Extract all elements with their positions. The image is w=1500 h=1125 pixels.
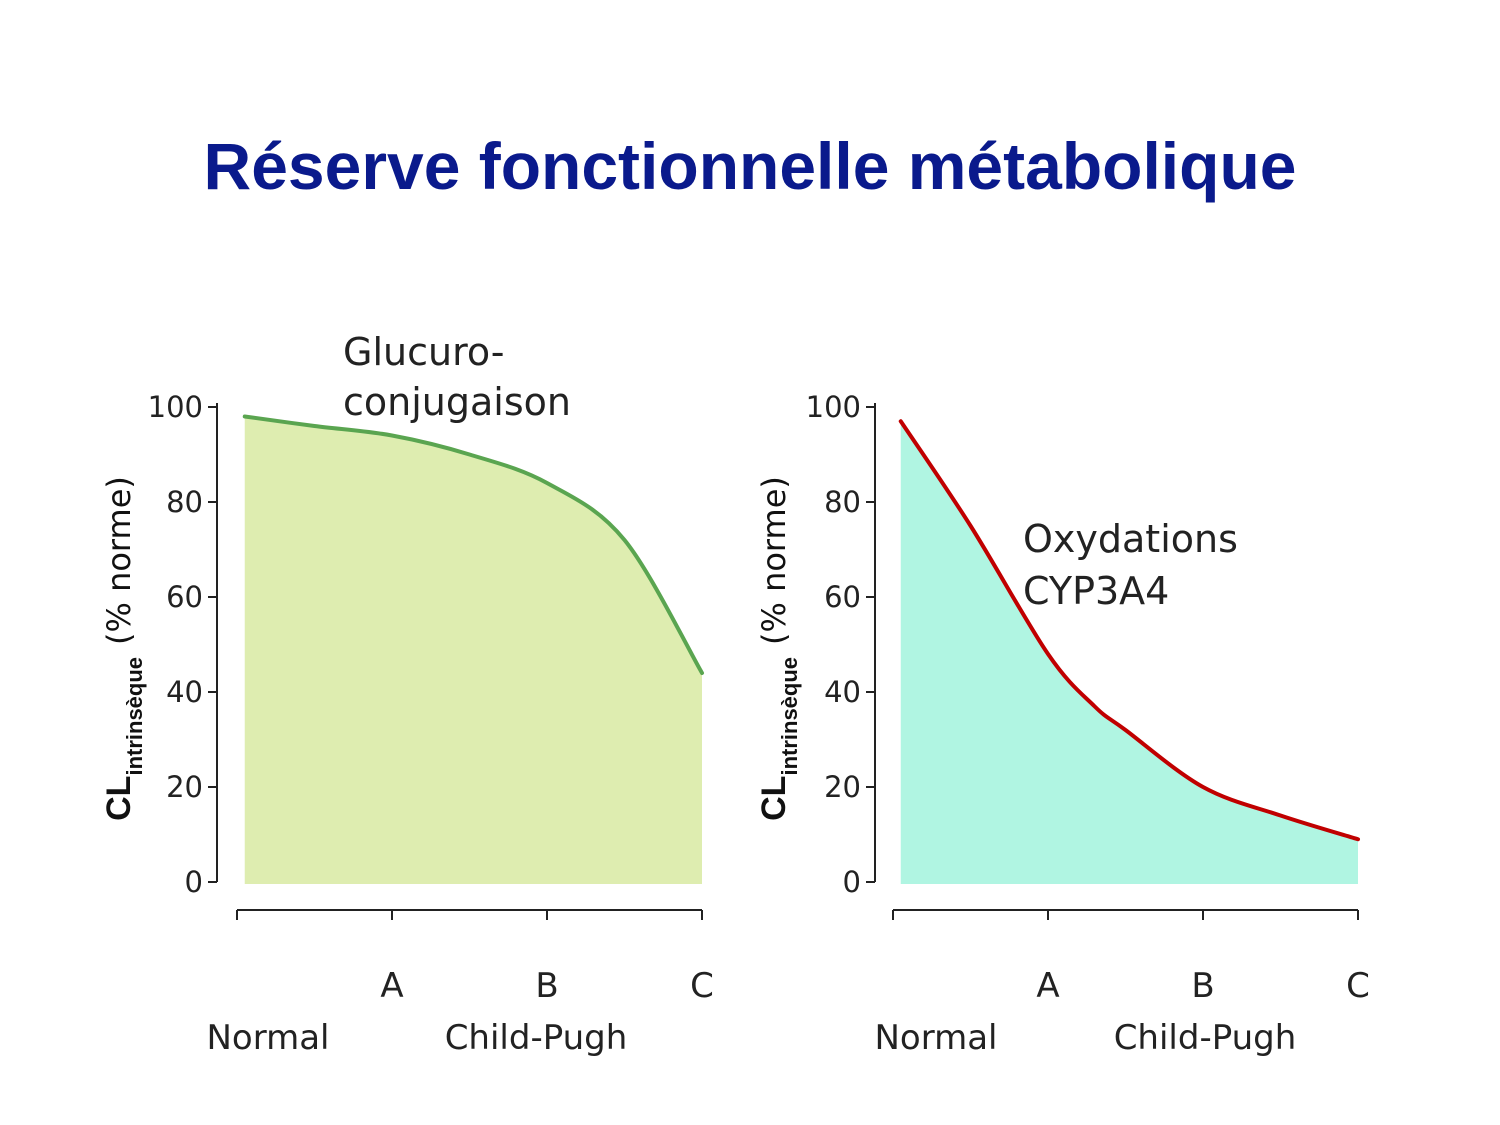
area-fill [244, 416, 702, 884]
y-axis-label-main: CL [755, 776, 793, 821]
y-tick-label: 100 [148, 390, 203, 424]
y-tick-label: 20 [824, 770, 861, 804]
y-axis-label-main: CL [100, 776, 138, 821]
y-tick-label: 0 [843, 865, 861, 899]
y-tick-label: 80 [824, 485, 861, 519]
y-tick-label: 40 [166, 675, 203, 709]
x-category-label: B [1191, 966, 1214, 1006]
x-group-label-child-pugh: Child-Pugh [445, 1018, 628, 1058]
x-group-label-normal: Normal [874, 1018, 997, 1058]
y-tick-label: 80 [166, 485, 203, 519]
series-annotation: Oxydations [1023, 517, 1238, 561]
x-category-label: C [690, 966, 714, 1006]
series-line [898, 419, 1360, 842]
x-group-label-normal: Normal [206, 1018, 329, 1058]
y-axis-label: CLintrinsèque (% norme) [100, 476, 147, 821]
x-category-label: A [380, 966, 403, 1006]
x-group-label-child-pugh: Child-Pugh [1114, 1018, 1297, 1058]
y-tick-label: 100 [806, 390, 861, 424]
chart-glucuroconjugaison: 0 20 40 60 80 100 A B C Normal Child-Pugh Glucuro-c… [100, 330, 714, 1058]
series-annotation: conjugaison [343, 380, 571, 424]
y-tick-label: 60 [824, 580, 861, 614]
series-annotation: Glucuro- [343, 330, 505, 374]
slide-title: Réserve fonctionnelle métabolique [203, 129, 1297, 203]
y-axis-label-sub: intrinsèque [777, 657, 802, 776]
x-category-label: C [1346, 966, 1370, 1006]
series-annotation: CYP3A4 [1023, 569, 1169, 613]
y-tick-label: 0 [185, 865, 203, 899]
y-tick-label: 60 [166, 580, 203, 614]
chart-oxydations-cyp3a4: 0 20 40 60 80 100 A B C Normal Child-Pugh Oxydation… [755, 390, 1370, 1058]
x-category-label: B [535, 966, 558, 1006]
y-axis-label: CLintrinsèque (% norme) [755, 476, 802, 821]
series-line [242, 414, 704, 675]
y-axis-label-unit: (% norme) [100, 476, 138, 645]
area-fill [900, 421, 1358, 884]
y-axis-label-sub: intrinsèque [122, 657, 147, 776]
y-axis-label-unit: (% norme) [755, 476, 793, 645]
y-tick-label: 20 [166, 770, 203, 804]
x-category-label: A [1036, 966, 1059, 1006]
y-tick-label: 40 [824, 675, 861, 709]
